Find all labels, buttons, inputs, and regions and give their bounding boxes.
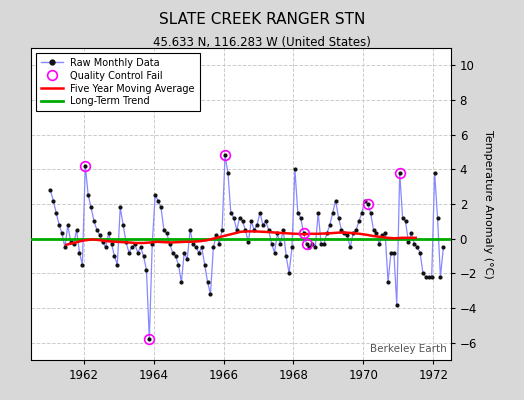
Text: SLATE CREEK RANGER STN: SLATE CREEK RANGER STN: [159, 12, 365, 27]
Text: Berkeley Earth: Berkeley Earth: [370, 344, 446, 354]
Y-axis label: Temperature Anomaly (°C): Temperature Anomaly (°C): [483, 130, 493, 278]
Text: 45.633 N, 116.283 W (United States): 45.633 N, 116.283 W (United States): [153, 36, 371, 49]
Legend: Raw Monthly Data, Quality Control Fail, Five Year Moving Average, Long-Term Tren: Raw Monthly Data, Quality Control Fail, …: [36, 53, 200, 111]
